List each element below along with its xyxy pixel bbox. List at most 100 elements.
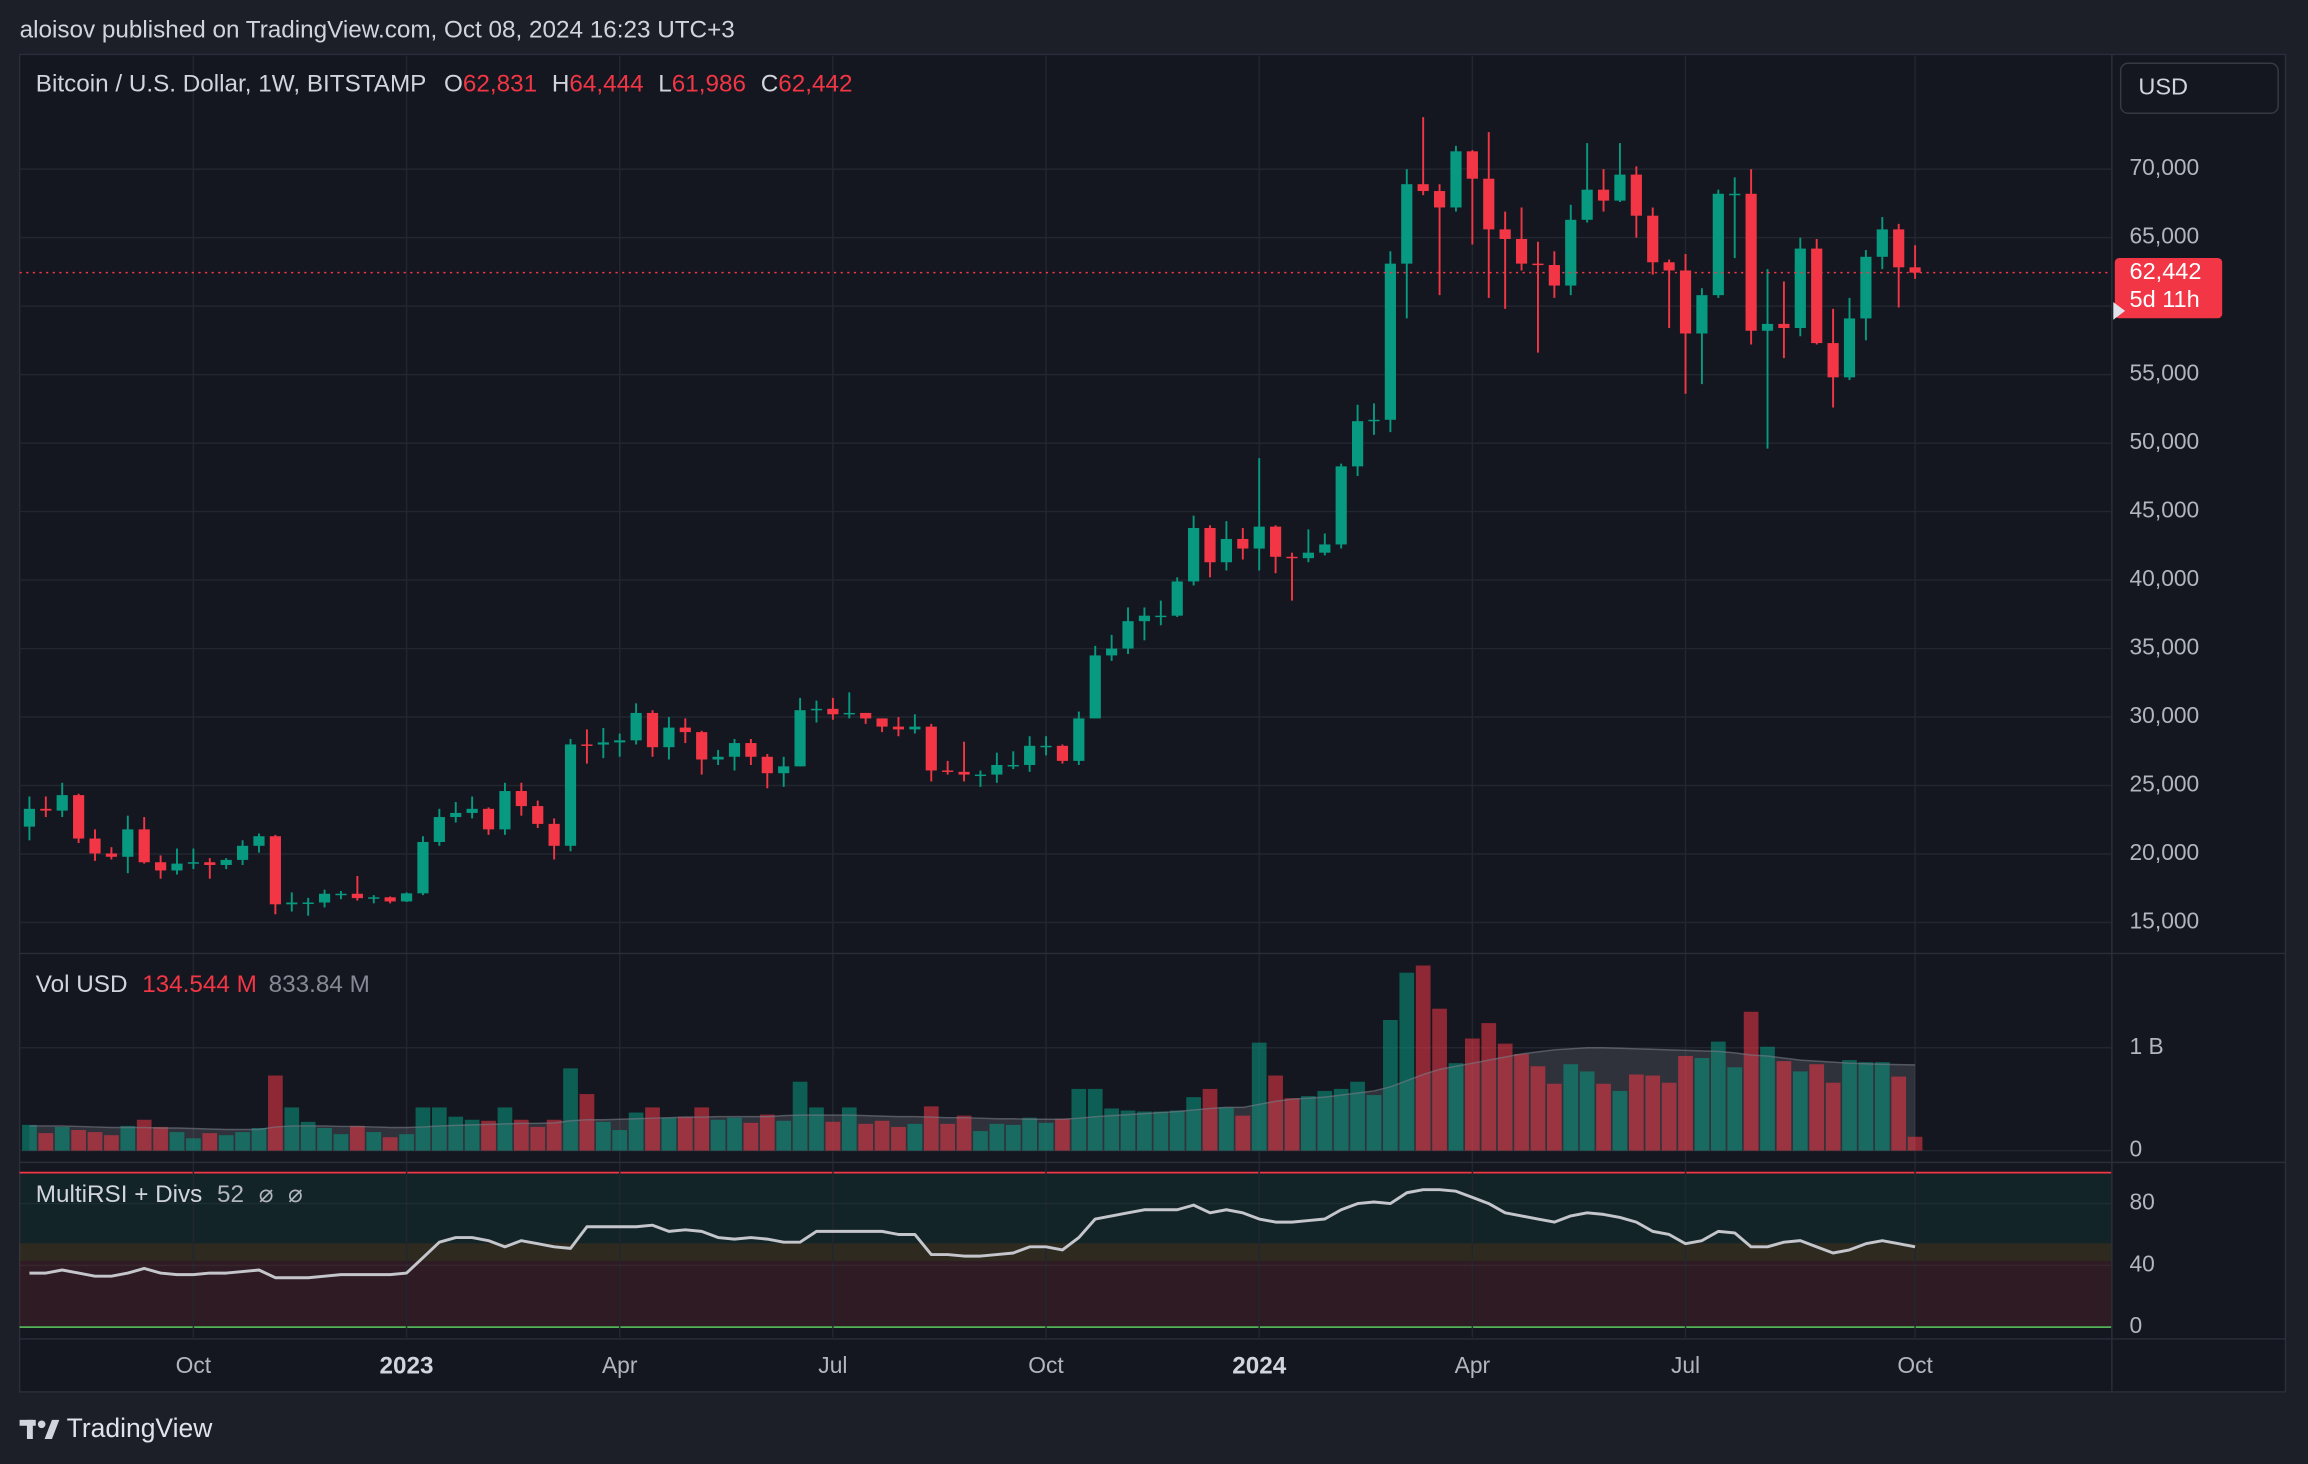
candle-body [368,897,380,899]
volume-title: Vol USD [36,971,128,998]
candle-body [318,893,331,903]
volume-bar [153,1126,168,1151]
volume-bar [694,1107,710,1151]
candle-body [958,771,970,775]
candle-body [794,710,806,767]
candle-body [1860,256,1872,319]
x-tick-label: Oct [1028,1352,1064,1378]
candle-body [1581,189,1593,220]
rsi-title: MultiRSI + Divs [36,1182,203,1209]
candle-body [1597,189,1610,201]
ohlc-letter: O [444,71,463,98]
volume-bar [448,1116,464,1151]
candle-body [1565,219,1577,286]
candle-body [450,812,462,818]
candle-body [1729,193,1741,196]
candle-body [630,712,642,741]
volume-bar [1645,1075,1661,1151]
ohlc-letter: L [658,71,672,98]
candle-body [155,862,167,871]
candle-body [696,732,708,760]
volume-bar [825,1121,841,1151]
candle-body [679,727,691,733]
candle-body [220,859,232,865]
volume-bar [431,1107,447,1151]
volume-bar [1399,972,1415,1151]
tradingview-logo [19,1419,60,1439]
candle-body [499,791,511,830]
candle-body [1171,581,1183,616]
volume-bar [595,1121,611,1151]
candle-body [860,712,872,719]
volume-bar [858,1123,874,1151]
volume-bar [874,1120,890,1151]
candle-body [1384,263,1396,420]
footer-brand: TradingView [67,1413,214,1443]
volume-bar [923,1106,939,1151]
candle-body [122,829,134,857]
candle-body [204,862,216,865]
candle-body [253,836,265,846]
volume-bar [251,1127,267,1151]
y-tick-label: 25,000 [2130,771,2200,797]
volume-bar [1415,965,1431,1151]
volume-bar [907,1123,923,1151]
volume-bar [513,1119,529,1151]
volume-bar [169,1132,185,1151]
ohlc-value: 62,831 [463,71,537,98]
rsi-tick-label: 0 [2130,1312,2143,1338]
candle-body [89,838,101,854]
candle-body [712,756,724,760]
volume-bar [1465,1038,1480,1151]
volume-bar [1284,1098,1300,1151]
volume-bar [1383,1019,1398,1151]
candle-body [1270,526,1282,557]
ohlc-letter: H [552,71,570,98]
candle-body [909,726,921,730]
candle-body [1302,552,1314,559]
volume-bar [1727,1067,1743,1151]
x-tick-label: Oct [176,1352,212,1378]
volume-bar [727,1117,742,1151]
candle-body [876,718,888,727]
candle-body [663,727,675,748]
rsi-lower-band [19,1260,2112,1328]
candle-body [1827,343,1839,378]
candle-body [728,743,741,757]
candle-body [1515,238,1528,264]
candle-body [810,708,823,711]
volume-bar [579,1094,595,1151]
volume-bar [1792,1071,1808,1151]
volume-bar [1760,1046,1775,1151]
candle-body [1401,184,1413,264]
candle-body [269,836,281,905]
candle-body [843,712,855,715]
candle-body [1122,621,1134,649]
volume-bar [1071,1088,1087,1151]
currency-button[interactable] [2119,62,2279,115]
candle-body [187,862,199,864]
candle-body [1056,745,1069,761]
rsi-value: 52 [217,1182,244,1209]
candle-body [1532,263,1544,266]
volume-bar [1497,1043,1513,1151]
volume-legend: Vol USD 134.544 M 833.84 M [36,971,370,998]
x-tick-label: Oct [1897,1352,1933,1378]
candle-body [1040,745,1052,748]
candle-body [597,742,609,745]
candle-body [171,863,183,871]
candle-body [646,712,659,748]
candle-body [1433,191,1446,208]
candle-body [1630,174,1642,216]
volume-bar [891,1126,906,1151]
volume-bar [1628,1074,1644,1151]
y-tick-label: 50,000 [2130,428,2200,454]
candle-body [1761,323,1774,331]
x-tick-label: Apr [602,1352,638,1378]
price-tag-value: 62,442 [2130,258,2202,284]
candle-body [56,795,68,811]
text-layer: Oct 2023 Apr Jul Oct 2024 Apr Jul Oct 15,000 20,00… [36,71,2223,1379]
candle-body [1417,184,1429,192]
candle-body [1647,215,1659,263]
